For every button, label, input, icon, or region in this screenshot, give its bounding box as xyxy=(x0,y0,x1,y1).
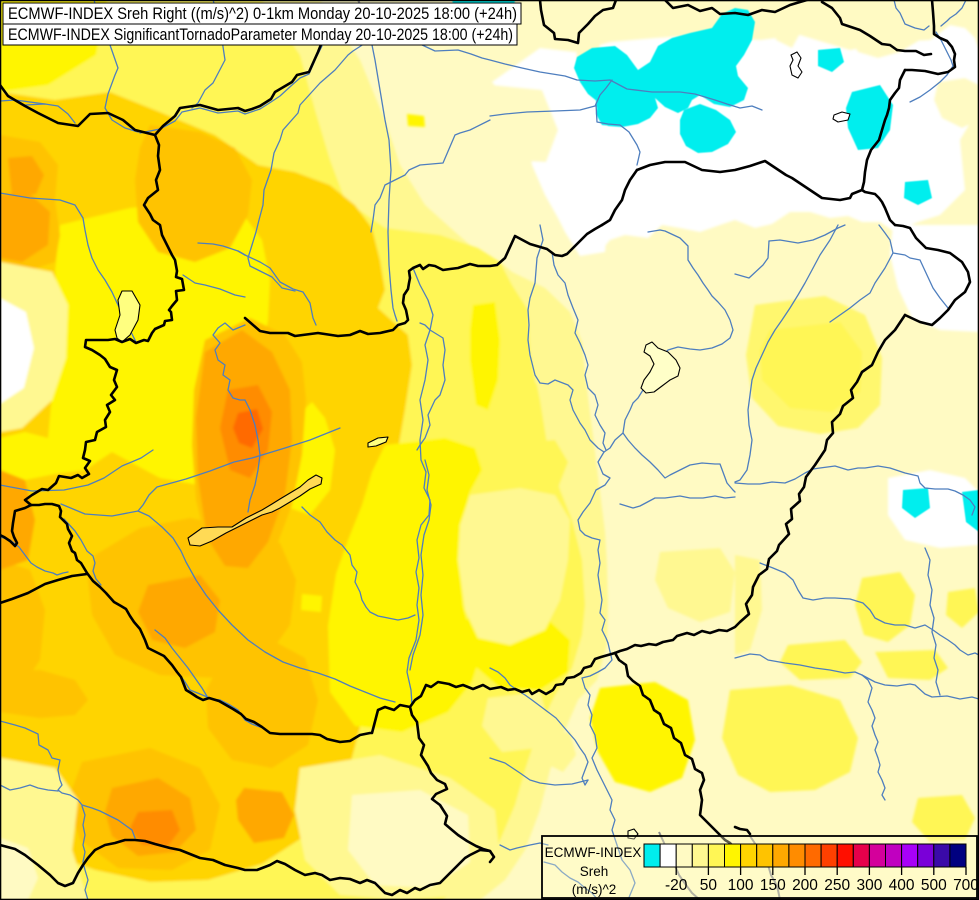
svg-text:300: 300 xyxy=(856,877,882,894)
svg-text:100: 100 xyxy=(728,877,754,894)
svg-text:500: 500 xyxy=(921,877,947,894)
svg-text:400: 400 xyxy=(889,877,915,894)
svg-text:50: 50 xyxy=(700,877,718,894)
svg-text:(m/s)^2: (m/s)^2 xyxy=(572,882,617,897)
svg-text:700: 700 xyxy=(953,877,979,894)
svg-text:Sreh: Sreh xyxy=(580,864,609,879)
svg-text:150: 150 xyxy=(760,877,786,894)
svg-text:250: 250 xyxy=(824,877,850,894)
svg-text:ECMWF-INDEX: ECMWF-INDEX xyxy=(545,845,642,860)
svg-text:-20: -20 xyxy=(665,877,688,894)
svg-text:ECMWF-INDEX SignificantTornado: ECMWF-INDEX SignificantTornadoParameter … xyxy=(8,26,513,44)
svg-text:200: 200 xyxy=(792,877,818,894)
svg-text:ECMWF-INDEX Sreh Right ((m/s)^: ECMWF-INDEX Sreh Right ((m/s)^2) 0-1km M… xyxy=(8,5,517,23)
